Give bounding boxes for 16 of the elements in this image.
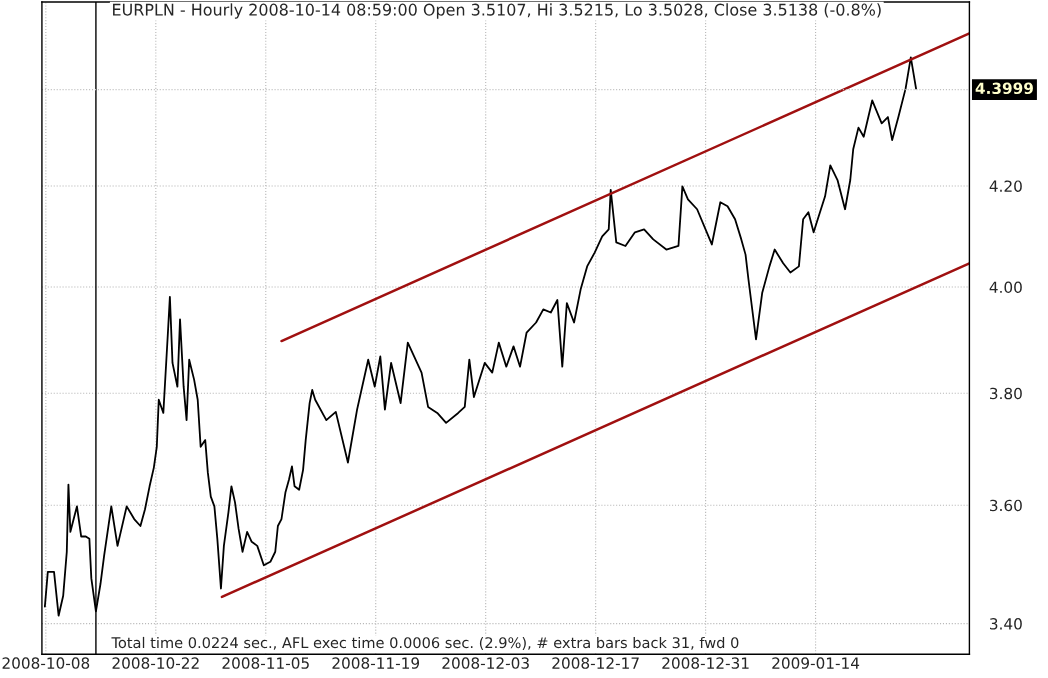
x-tick-label: 2009-01-14 (772, 657, 860, 669)
x-tick-label: 2008-10-08 (2, 657, 90, 669)
x-tick-label: 2008-12-31 (662, 657, 749, 669)
x-tick-label: 2008-10-22 (112, 657, 199, 669)
x-tick-label: 2008-11-19 (332, 657, 420, 669)
y-tick-label: 4.20 (989, 180, 1022, 192)
annotation: Total time 0.0224 sec., AFL exec time 0.0006 sec. (2.9%), # extra bars back 31, fwd 0 (111, 636, 739, 650)
y-tick-label: 3.80 (990, 387, 1022, 400)
ref-line-label: 4.3999 (975, 82, 1033, 95)
x-tick-label: 2008-12-03 (442, 657, 529, 669)
y-tick-label: 3.60 (990, 499, 1022, 512)
x-tick-label: 2008-11-05 (222, 657, 309, 669)
y-tick-label: 3.40 (990, 618, 1022, 630)
y-tick-label: 4.00 (989, 281, 1022, 294)
x-tick-label: 2008-12-17 (552, 657, 639, 669)
chart-title: EURPLN - Hourly 2008-10-14 08:59:00 Open 3.5107, Hi 3.5215, Lo 3.5028, Close 3.5138 (-0.8%) (113, 3, 881, 19)
